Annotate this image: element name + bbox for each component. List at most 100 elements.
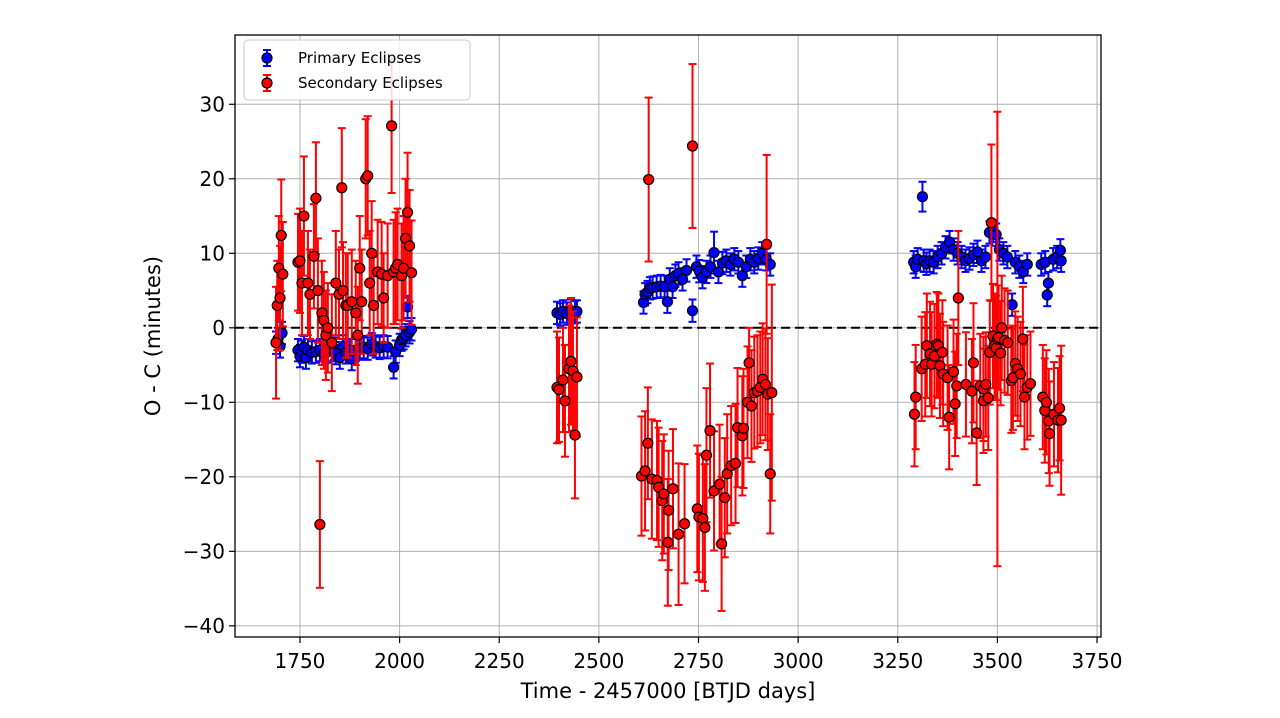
secondary-eclipse-point <box>667 483 679 495</box>
secondary-eclipse-point <box>700 449 713 461</box>
primary-eclipse-point <box>708 246 720 259</box>
secondary-eclipse-point <box>639 465 651 477</box>
secondary-eclipse-point <box>1002 337 1014 349</box>
secondary-eclipse-point <box>971 427 983 439</box>
secondary-eclipse-point <box>302 277 314 289</box>
secondary-eclipse-point <box>996 322 1008 334</box>
x-tick-label: 3750 <box>1072 649 1123 673</box>
secondary-eclipse-point <box>729 457 742 470</box>
secondary-eclipse-point <box>553 384 565 396</box>
secondary-eclipse-point <box>658 488 670 500</box>
secondary-eclipse-point <box>274 292 286 304</box>
secondary-eclipse-point <box>569 429 581 441</box>
axis-ticks: 1750 2000 2250 2500 2750 3000 3250 3500 3750 30 20… <box>183 92 1123 673</box>
secondary-eclipse-point <box>1024 378 1037 390</box>
data-marks <box>270 57 1067 612</box>
secondary-eclipse-point <box>308 250 320 262</box>
primary-eclipse-point <box>916 191 929 203</box>
secondary-eclipse-point <box>346 296 358 308</box>
x-tick-label: 2250 <box>474 649 525 673</box>
secondary-eclipse-point <box>745 400 758 412</box>
secondary-eclipse-point <box>270 337 282 349</box>
secondary-eclipse-point <box>719 492 731 504</box>
secondary-eclipse-point <box>310 192 322 204</box>
primary-eclipse-point <box>686 305 699 317</box>
plot-frame <box>234 34 1102 638</box>
y-tick-label: 20 <box>200 167 225 191</box>
secondary-eclipse-point <box>386 120 398 132</box>
secondary-eclipse-point <box>330 277 342 289</box>
y-axis-label: O - C (minutes) <box>141 256 165 416</box>
secondary-eclipse-point <box>966 385 978 397</box>
primary-eclipse-point <box>661 296 674 308</box>
secondary-eclipse-point <box>405 267 418 279</box>
secondary-eclipse-point <box>952 292 964 304</box>
secondary-eclipse-point <box>714 478 726 490</box>
secondary-eclipse-point <box>401 206 414 218</box>
primary-eclipse-point <box>1054 244 1066 256</box>
primary-eclipse-point <box>680 264 693 277</box>
primary-eclipse-point <box>979 251 992 263</box>
secondary-eclipse-point <box>277 268 289 280</box>
secondary-eclipse-point <box>1014 368 1027 380</box>
y-tick-label: 0 <box>212 316 225 340</box>
secondary-eclipse-point <box>949 398 961 410</box>
x-tick-label: 1750 <box>275 649 326 673</box>
secondary-eclipse-point <box>366 247 378 259</box>
secondary-eclipse-point <box>1055 414 1067 426</box>
secondary-eclipse-point <box>312 284 324 297</box>
secondary-eclipse-point <box>764 468 776 480</box>
secondary-eclipse-point <box>662 504 675 516</box>
secondary-eclipse-point <box>275 229 287 242</box>
primary-eclipse-point <box>666 281 679 293</box>
secondary-eclipse-point <box>697 512 709 525</box>
secondary-eclipse-point <box>994 347 1007 359</box>
y-tick-label: −40 <box>183 614 225 638</box>
secondary-eclipse-point <box>557 374 569 386</box>
primary-eclipse-point <box>704 261 717 273</box>
secondary-eclipse-point <box>322 322 334 334</box>
x-tick-label: 2000 <box>374 649 425 673</box>
secondary-eclipse-point <box>662 536 674 548</box>
secondary-eclipse-point <box>761 238 773 250</box>
secondary-eclipse-point <box>642 437 654 449</box>
secondary-eclipse-point <box>947 366 960 378</box>
primary-eclipse-point <box>676 273 689 285</box>
secondary-eclipse-point <box>314 518 326 531</box>
secondary-eclipse-point <box>967 357 980 369</box>
secondary-eclipse-point <box>403 240 416 252</box>
secondary-eclipse-point <box>980 378 992 391</box>
secondary-eclipse-point <box>672 528 685 540</box>
legend-box <box>243 39 471 101</box>
secondary-eclipse-point <box>908 408 921 420</box>
secondary-eclipse-point <box>1053 402 1066 414</box>
secondary-eclipse-point <box>743 357 755 369</box>
secondary-eclipse-point <box>559 395 571 407</box>
y-tick-label: −10 <box>183 390 225 414</box>
secondary-eclipse-point <box>337 284 349 297</box>
primary-eclipse-point <box>712 266 725 278</box>
secondary-eclipse-point <box>643 173 655 186</box>
primary-eclipse-point <box>971 246 984 258</box>
primary-eclipse-point <box>1001 251 1013 263</box>
x-tick-label: 3000 <box>773 649 824 673</box>
secondary-eclipse-point <box>565 355 577 367</box>
secondary-eclipse-point <box>350 307 362 319</box>
secondary-eclipse-point <box>1017 333 1029 345</box>
secondary-eclipse-point <box>298 210 310 222</box>
primary-eclipse-point <box>764 258 776 271</box>
secondary-eclipse-point <box>1018 391 1031 403</box>
legend-label-secondary: Secondary Eclipses <box>298 74 443 92</box>
primary-eclipse-point <box>276 327 288 339</box>
secondary-eclipse-point <box>910 391 922 403</box>
y-tick-label: −20 <box>183 465 225 489</box>
secondary-eclipse-point <box>951 380 963 392</box>
y-tick-label: 10 <box>200 241 225 265</box>
secondary-eclipse-point <box>699 521 711 534</box>
secondary-eclipse-point <box>766 387 778 399</box>
legend-marker-secondary <box>261 74 273 92</box>
x-tick-label: 3250 <box>872 649 923 673</box>
y-tick-label: 30 <box>200 92 225 116</box>
secondary-eclipse-point <box>704 425 716 437</box>
